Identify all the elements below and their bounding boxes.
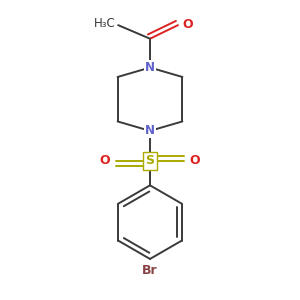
Text: H₃C: H₃C xyxy=(94,17,116,30)
Text: S: S xyxy=(146,154,154,167)
Text: O: O xyxy=(100,154,110,167)
Text: O: O xyxy=(190,154,200,167)
Text: N: N xyxy=(145,124,155,137)
Text: N: N xyxy=(145,61,155,74)
Text: Br: Br xyxy=(142,264,158,277)
Text: O: O xyxy=(182,18,193,31)
